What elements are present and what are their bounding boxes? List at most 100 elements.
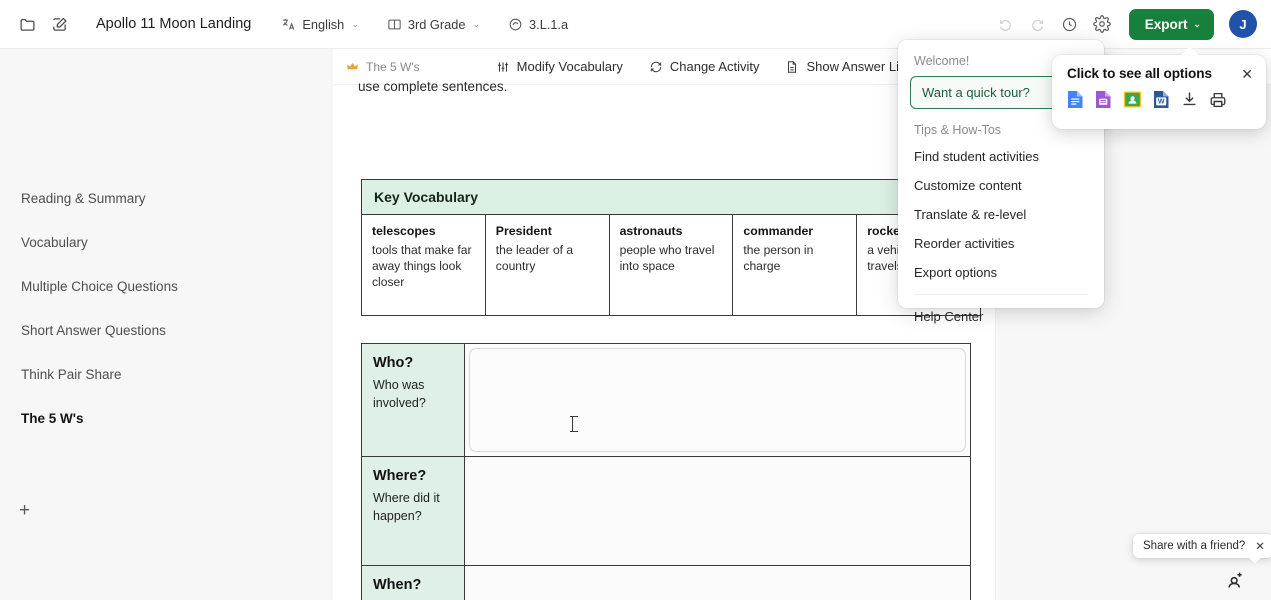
menu-item-export-options[interactable]: Export options: [914, 265, 998, 280]
sidebar-item-think-pair-share[interactable]: Think Pair Share: [21, 367, 122, 382]
vocab-definition: the leader of a country: [495, 243, 574, 274]
document-page: use complete sentences. Key Vocabulary t…: [333, 79, 995, 600]
sidebar-item-five-ws[interactable]: The 5 W's: [21, 411, 84, 426]
gear-icon[interactable]: [1087, 9, 1117, 39]
answer-input-box[interactable]: [469, 348, 966, 452]
modify-vocabulary-label: Modify Vocabulary: [516, 59, 623, 74]
document-area: The 5 W's Modify Vocabulary Change Activ…: [333, 49, 1271, 600]
print-icon[interactable]: [1209, 91, 1227, 109]
sidebar: Reading & Summary Vocabulary Multiple Ch…: [0, 49, 333, 600]
five-ws-prompt-when: When? When did it happen?: [362, 566, 465, 600]
modify-vocabulary-button[interactable]: Modify Vocabulary: [496, 59, 623, 74]
menu-item-reorder-activities[interactable]: Reorder activities: [914, 236, 1015, 251]
five-ws-answer-when[interactable]: [465, 566, 970, 600]
vocab-term: President: [495, 224, 552, 238]
vocab-definition: the person in charge: [743, 243, 814, 274]
edit-pencil-icon[interactable]: [46, 11, 72, 37]
add-person-icon[interactable]: [1222, 567, 1248, 593]
chip-language[interactable]: English ⌄: [273, 13, 367, 36]
vocab-cell-telescopes: telescopes tools that make far away thin…: [362, 215, 486, 315]
crown-icon: [347, 62, 358, 70]
add-activity-button[interactable]: +: [19, 500, 31, 521]
chip-standard[interactable]: 3.L.1.a: [500, 13, 576, 36]
menu-section-label: Tips & How-Tos: [914, 123, 1002, 137]
share-tooltip-label: Share with a friend?: [1143, 540, 1246, 552]
sidebar-item-reading-summary[interactable]: Reading & Summary: [21, 191, 146, 206]
export-button-label: Export: [1144, 16, 1188, 32]
five-ws-answer-where[interactable]: [465, 457, 970, 565]
five-ws-subtitle: Who was involved?: [373, 378, 426, 410]
five-ws-subtitle: Where did it happen?: [373, 491, 440, 523]
document-title[interactable]: Apollo 11 Moon Landing: [96, 16, 252, 32]
show-answer-lines-button[interactable]: Show Answer Lines: [785, 59, 920, 74]
chip-grade[interactable]: 3rd Grade ⌄: [379, 13, 488, 36]
key-vocabulary-table: Key Vocabulary telescopes tools that mak…: [361, 179, 981, 316]
sidebar-item-multiple-choice[interactable]: Multiple Choice Questions: [21, 279, 178, 294]
vocab-definition: tools that make far away things look clo…: [372, 243, 472, 290]
close-icon[interactable]: ✕: [1241, 66, 1253, 82]
table-row: Where? Where did it happen?: [362, 457, 970, 566]
microsoft-word-icon[interactable]: W: [1153, 90, 1170, 109]
show-answer-lines-label: Show Answer Lines: [806, 59, 920, 74]
chip-standard-label: 3.L.1.a: [529, 16, 569, 32]
vocab-definition: people who travel into space: [619, 243, 715, 274]
chip-language-label: English: [302, 16, 345, 32]
text-cursor-icon: [570, 416, 578, 432]
vocab-cell-president: President the leader of a country: [486, 215, 610, 315]
help-menu-popover: Welcome! Want a quick tour? Tips & How-T…: [898, 40, 1104, 324]
chevron-down-icon: ⌄: [1193, 18, 1201, 29]
chip-grade-label: 3rd Grade: [407, 16, 466, 32]
undo-icon[interactable]: [991, 9, 1021, 39]
menu-item-translate-re-level[interactable]: Translate & re-level: [914, 207, 1027, 222]
key-vocabulary-row: telescopes tools that make far away thin…: [362, 215, 980, 315]
vocab-term: rocket: [867, 224, 905, 238]
export-options-tooltip: Click to see all options ✕: [1052, 46, 1266, 129]
folder-icon[interactable]: [14, 11, 40, 37]
five-ws-title: Where?: [373, 468, 427, 484]
history-clock-icon[interactable]: [1055, 9, 1085, 39]
svg-text:W: W: [1158, 99, 1165, 106]
table-row: Who? Who was involved?: [362, 344, 970, 457]
five-ws-title: When?: [373, 577, 422, 593]
vocab-cell-astronauts: astronauts people who travel into space: [610, 215, 734, 315]
sidebar-item-vocabulary[interactable]: Vocabulary: [21, 235, 88, 250]
menu-welcome-label: Welcome!: [914, 54, 970, 68]
five-ws-title: Who?: [373, 355, 414, 371]
vocab-term: telescopes: [372, 224, 436, 238]
google-docs-icon[interactable]: [1067, 90, 1084, 109]
sliders-icon: [497, 61, 508, 72]
five-ws-prompt-where: Where? Where did it happen?: [362, 457, 465, 565]
vocab-term: astronauts: [619, 224, 683, 238]
five-ws-answer-who[interactable]: [465, 344, 970, 456]
chevron-down-icon: ⌄: [351, 18, 359, 29]
document-lines-icon: [788, 60, 797, 73]
key-vocabulary-header: Key Vocabulary: [362, 180, 980, 215]
download-icon[interactable]: [1181, 91, 1198, 108]
change-activity-label: Change Activity: [669, 59, 760, 74]
five-ws-table: Who? Who was involved? Where? Where did …: [361, 343, 971, 600]
breadcrumb-label: The 5 W's: [366, 59, 420, 74]
instruction-text: use complete sentences.: [358, 79, 508, 94]
menu-item-customize-content[interactable]: Customize content: [914, 178, 1022, 193]
menu-divider: [914, 294, 1088, 295]
menu-item-find-student-activities[interactable]: Find student activities: [914, 149, 1040, 164]
tooltip-title: Click to see all options: [1067, 66, 1212, 81]
change-activity-button[interactable]: Change Activity: [649, 59, 760, 74]
breadcrumb[interactable]: The 5 W's: [346, 60, 420, 74]
avatar[interactable]: J: [1229, 10, 1257, 38]
top-bar: Apollo 11 Moon Landing English ⌄ 3rd Gra…: [0, 0, 1271, 49]
google-classroom-icon[interactable]: [1123, 90, 1142, 109]
sidebar-item-short-answer[interactable]: Short Answer Questions: [21, 323, 166, 338]
export-icon-row: W: [1067, 90, 1253, 109]
export-button[interactable]: Export ⌄: [1128, 8, 1214, 40]
refresh-activity-icon: [650, 61, 662, 72]
redo-icon[interactable]: [1023, 9, 1053, 39]
menu-item-help-center[interactable]: Help Center: [914, 309, 984, 324]
close-icon[interactable]: ✕: [1255, 541, 1265, 553]
chevron-down-icon: ⌄: [472, 18, 481, 29]
table-row: When? When did it happen?: [362, 566, 970, 600]
tooltip-header: Click to see all options ✕: [1067, 66, 1253, 81]
vocab-cell-commander: commander the person in charge: [733, 215, 858, 315]
google-slides-icon[interactable]: [1095, 90, 1112, 109]
